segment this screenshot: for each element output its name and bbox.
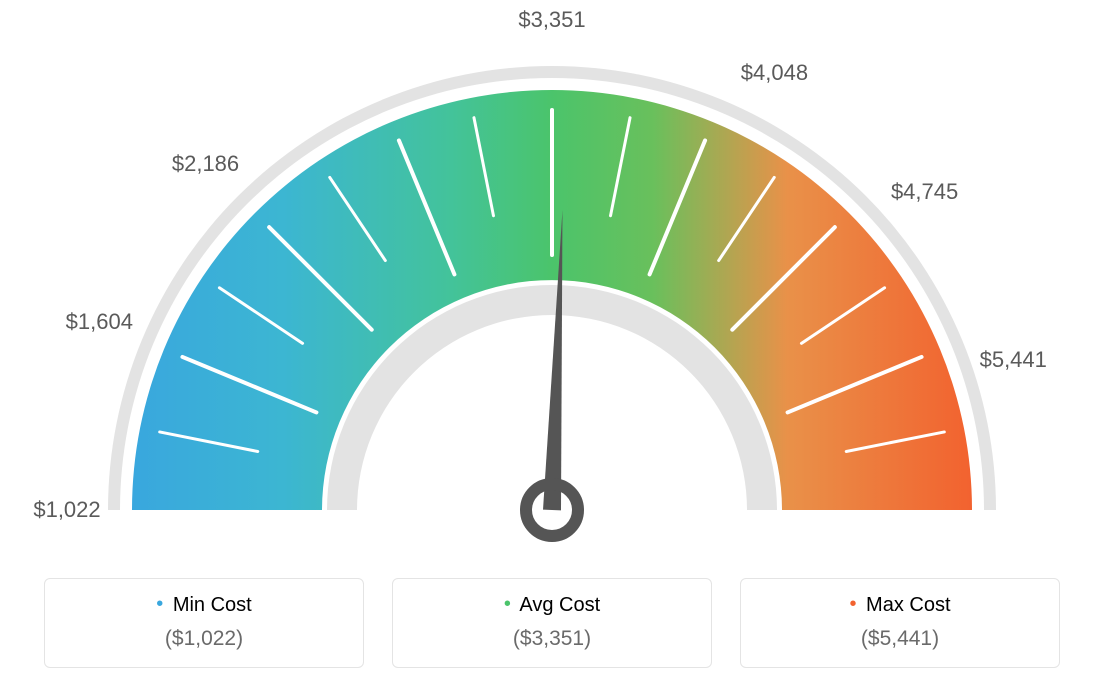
- legend-max-label: Max Cost: [866, 594, 950, 616]
- bullet-icon: •: [849, 593, 856, 615]
- legend-row: • Min Cost ($1,022) • Avg Cost ($3,351) …: [0, 578, 1104, 668]
- legend-avg-title: • Avg Cost: [403, 593, 701, 617]
- legend-min-card: • Min Cost ($1,022): [44, 578, 364, 668]
- legend-avg-card: • Avg Cost ($3,351): [392, 578, 712, 668]
- gauge-tick-label: $4,745: [891, 179, 958, 205]
- gauge-chart: $1,022 $1,604 $2,186 $3,351 $4,048 $4,745 $5,4…: [0, 0, 1104, 560]
- gauge-tick-label: $1,604: [66, 309, 133, 335]
- legend-min-value: ($1,022): [55, 627, 353, 651]
- gauge-tick-label: $3,351: [518, 7, 585, 33]
- legend-min-title: • Min Cost: [55, 593, 353, 617]
- legend-max-value: ($5,441): [751, 627, 1049, 651]
- bullet-icon: •: [504, 593, 511, 615]
- legend-avg-label: Avg Cost: [519, 594, 600, 616]
- gauge-tick-label: $1,022: [33, 497, 100, 523]
- legend-max-title: • Max Cost: [751, 593, 1049, 617]
- gauge-tick-label: $2,186: [172, 151, 239, 177]
- gauge-svg: [0, 0, 1104, 560]
- legend-avg-value: ($3,351): [403, 627, 701, 651]
- bullet-icon: •: [156, 593, 163, 615]
- legend-min-label: Min Cost: [173, 594, 252, 616]
- gauge-tick-label: $4,048: [741, 60, 808, 86]
- gauge-tick-label: $5,441: [980, 347, 1047, 373]
- legend-max-card: • Max Cost ($5,441): [740, 578, 1060, 668]
